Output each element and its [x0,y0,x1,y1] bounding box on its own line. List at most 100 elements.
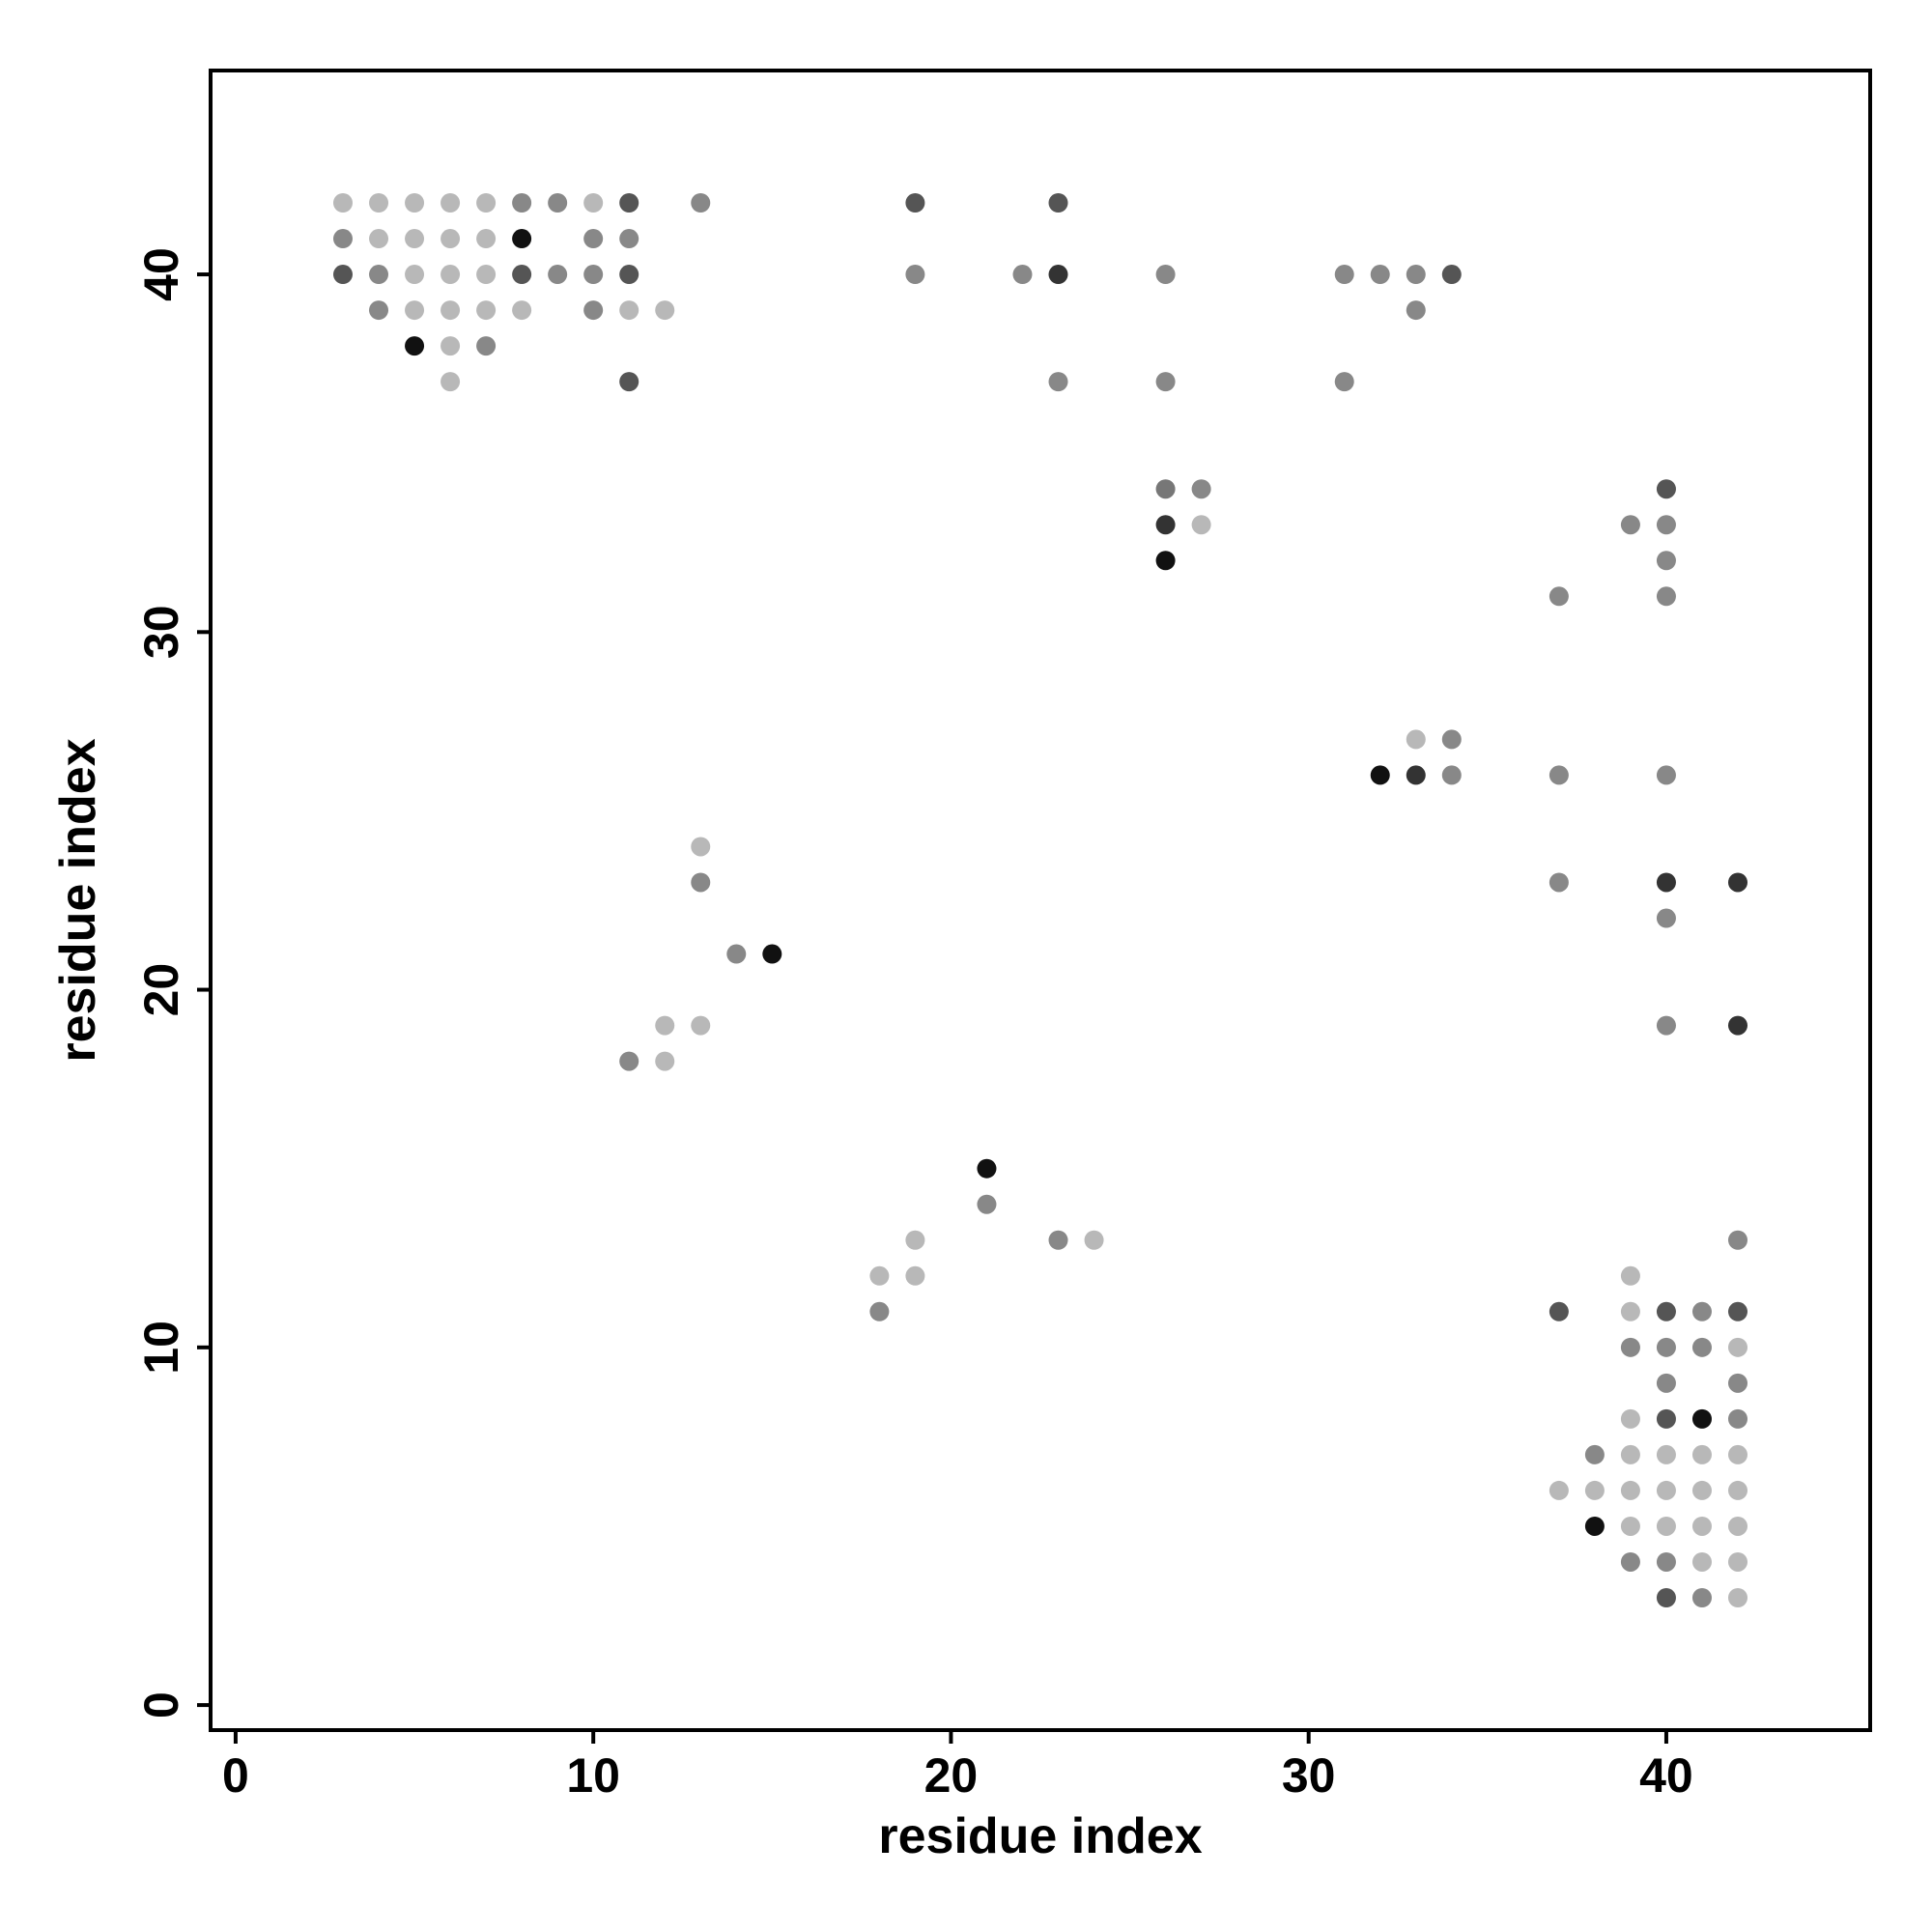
point [1334,265,1354,285]
point [405,336,425,356]
point [905,192,925,213]
point [1656,1588,1676,1608]
point [1656,551,1676,571]
point [1584,1516,1605,1536]
point [1656,1337,1676,1357]
point [1691,1516,1712,1536]
point [1656,1015,1676,1036]
point [1691,1301,1712,1321]
point [1584,1480,1605,1500]
point [476,229,497,249]
y-tick-label: 40 [134,247,188,301]
point [1406,765,1426,785]
point [1656,1408,1676,1429]
point [1691,1444,1712,1464]
point [1728,1444,1748,1464]
point [476,336,497,356]
point [655,300,675,321]
x-tick-label: 30 [1282,1748,1336,1803]
point [1656,515,1676,535]
x-tick-label: 10 [566,1748,620,1803]
point [1656,1516,1676,1536]
point [512,265,532,285]
point [1620,1516,1640,1536]
point [583,300,604,321]
point [1584,1444,1605,1464]
point [583,229,604,249]
point [1441,265,1462,285]
point [1048,265,1068,285]
point [1191,515,1211,535]
point [619,372,639,392]
point [1155,265,1176,285]
x-tick-label: 40 [1639,1748,1693,1803]
point [1728,1301,1748,1321]
point [1406,265,1426,285]
point [905,1230,925,1250]
point [369,265,389,285]
point [1691,1551,1712,1572]
point [1012,265,1033,285]
point [869,1301,890,1321]
point [1728,1015,1748,1036]
y-tick-label: 0 [134,1691,188,1719]
point [1334,372,1354,392]
point [1656,1444,1676,1464]
point [1728,1588,1748,1608]
point [440,300,461,321]
x-tick-label: 0 [222,1748,249,1803]
y-axis-title: residue index [50,738,106,1062]
point [1656,1301,1676,1321]
point [1620,515,1640,535]
point [405,265,425,285]
point [1406,300,1426,321]
point [440,192,461,213]
point [512,192,532,213]
point [1048,372,1068,392]
point [1691,1588,1712,1608]
point [548,265,568,285]
point [1691,1480,1712,1500]
point [1656,479,1676,499]
point [1620,1301,1640,1321]
point [440,229,461,249]
point [1728,1337,1748,1357]
point [476,265,497,285]
point [332,265,353,285]
point [1620,1408,1640,1429]
point [1155,551,1176,571]
point [1084,1230,1104,1250]
y-tick-label: 20 [134,963,188,1017]
point [977,1194,997,1214]
point [691,192,711,213]
point [1048,1230,1068,1250]
point [1548,765,1569,785]
point [440,372,461,392]
y-tick-label: 30 [134,605,188,659]
point [476,192,497,213]
point [1620,1265,1640,1286]
point [619,192,639,213]
point [583,265,604,285]
point [512,229,532,249]
point [1548,1480,1569,1500]
point [1155,372,1176,392]
point [1620,1444,1640,1464]
point [977,1158,997,1179]
point [1548,586,1569,607]
point [1548,1301,1569,1321]
y-tick-label: 10 [134,1321,188,1375]
point [1691,1408,1712,1429]
point [1656,1551,1676,1572]
point [332,192,353,213]
point [1656,586,1676,607]
point [1441,729,1462,750]
point [405,300,425,321]
point [1370,765,1390,785]
point [726,944,747,964]
point [655,1051,675,1071]
point [332,229,353,249]
point [619,265,639,285]
point [869,1265,890,1286]
